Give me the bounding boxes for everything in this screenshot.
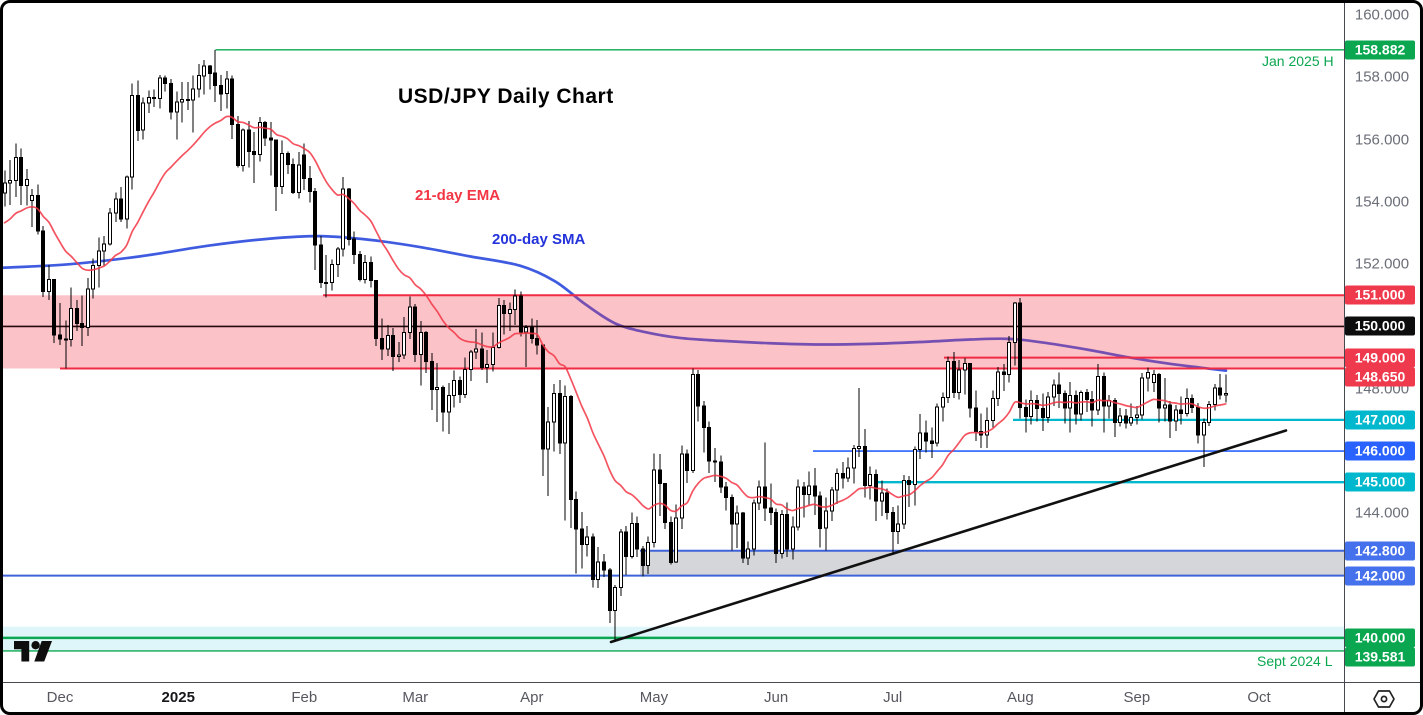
price-tag-151.000: 151.000	[1345, 285, 1415, 305]
price-tag-140.000: 140.000	[1345, 628, 1415, 648]
price-tag-142.800: 142.800	[1345, 541, 1415, 561]
price-tick-label: 154.000	[1354, 193, 1410, 211]
candle-series	[3, 49, 1228, 642]
price-tick-label: 156.000	[1354, 131, 1410, 149]
price-tick-label: 160.000	[1354, 6, 1410, 24]
ascending-trendline[interactable]	[609, 429, 1288, 644]
sept-2024-low-label: Sept 2024 L	[1257, 653, 1333, 669]
price-tag-147.000: 147.000	[1345, 410, 1415, 430]
price-tick-label: 152.000	[1354, 255, 1410, 273]
month-label-Apr: Apr	[520, 689, 544, 706]
tradingview-logo[interactable]	[13, 640, 55, 664]
sma-200-line[interactable]	[0, 234, 1228, 373]
price-tag-139.581: 139.581	[1345, 647, 1415, 667]
time-axis[interactable]: Dec 2025 Feb Mar Apr May Jun Jul Aug Sep Oct	[0, 682, 1344, 715]
price-tick-label: 158.000	[1354, 68, 1410, 86]
ema-21-line[interactable]	[3, 115, 1227, 513]
support-zone[interactable]	[640, 550, 1344, 576]
price-tag-150.000: 150.000	[1345, 316, 1415, 336]
price-tag-148.650: 148.650	[1345, 367, 1415, 387]
month-label-Mar: Mar	[402, 689, 429, 706]
month-label-Aug: Aug	[1006, 689, 1034, 706]
price-tag-145.000: 145.000	[1345, 472, 1415, 492]
month-label-2025: 2025	[161, 689, 195, 706]
resistance-zone[interactable]	[0, 295, 1344, 369]
month-label-Feb: Feb	[291, 689, 318, 706]
price-tag-142.000: 142.000	[1345, 566, 1415, 586]
jan-2025-high-label: Jan 2025 H	[1262, 53, 1334, 69]
ema-legend-label: 21-day EMA	[415, 187, 501, 204]
price-tag-158.882: 158.882	[1345, 40, 1415, 60]
hexagon-dot-icon[interactable]	[1372, 689, 1395, 709]
month-label-Jun: Jun	[763, 689, 789, 706]
axis-corner[interactable]	[1344, 682, 1423, 715]
month-label-Sep: Sep	[1123, 689, 1151, 706]
month-label-Dec: Dec	[46, 689, 74, 706]
chart-title: USD/JPY Daily Chart	[398, 85, 614, 108]
month-label-Jul: Jul	[883, 689, 903, 706]
price-tick-label: 144.000	[1354, 504, 1410, 522]
price-tag-146.000: 146.000	[1345, 441, 1415, 461]
price-tag-149.000: 149.000	[1345, 348, 1415, 368]
month-label-May: May	[639, 689, 669, 706]
price-axis[interactable]: 160.000 158.000 156.000 154.000 152.000 150.0…	[1344, 0, 1423, 682]
month-label-Oct: Oct	[1247, 689, 1271, 706]
sma-legend-label: 200-day SMA	[492, 231, 586, 248]
